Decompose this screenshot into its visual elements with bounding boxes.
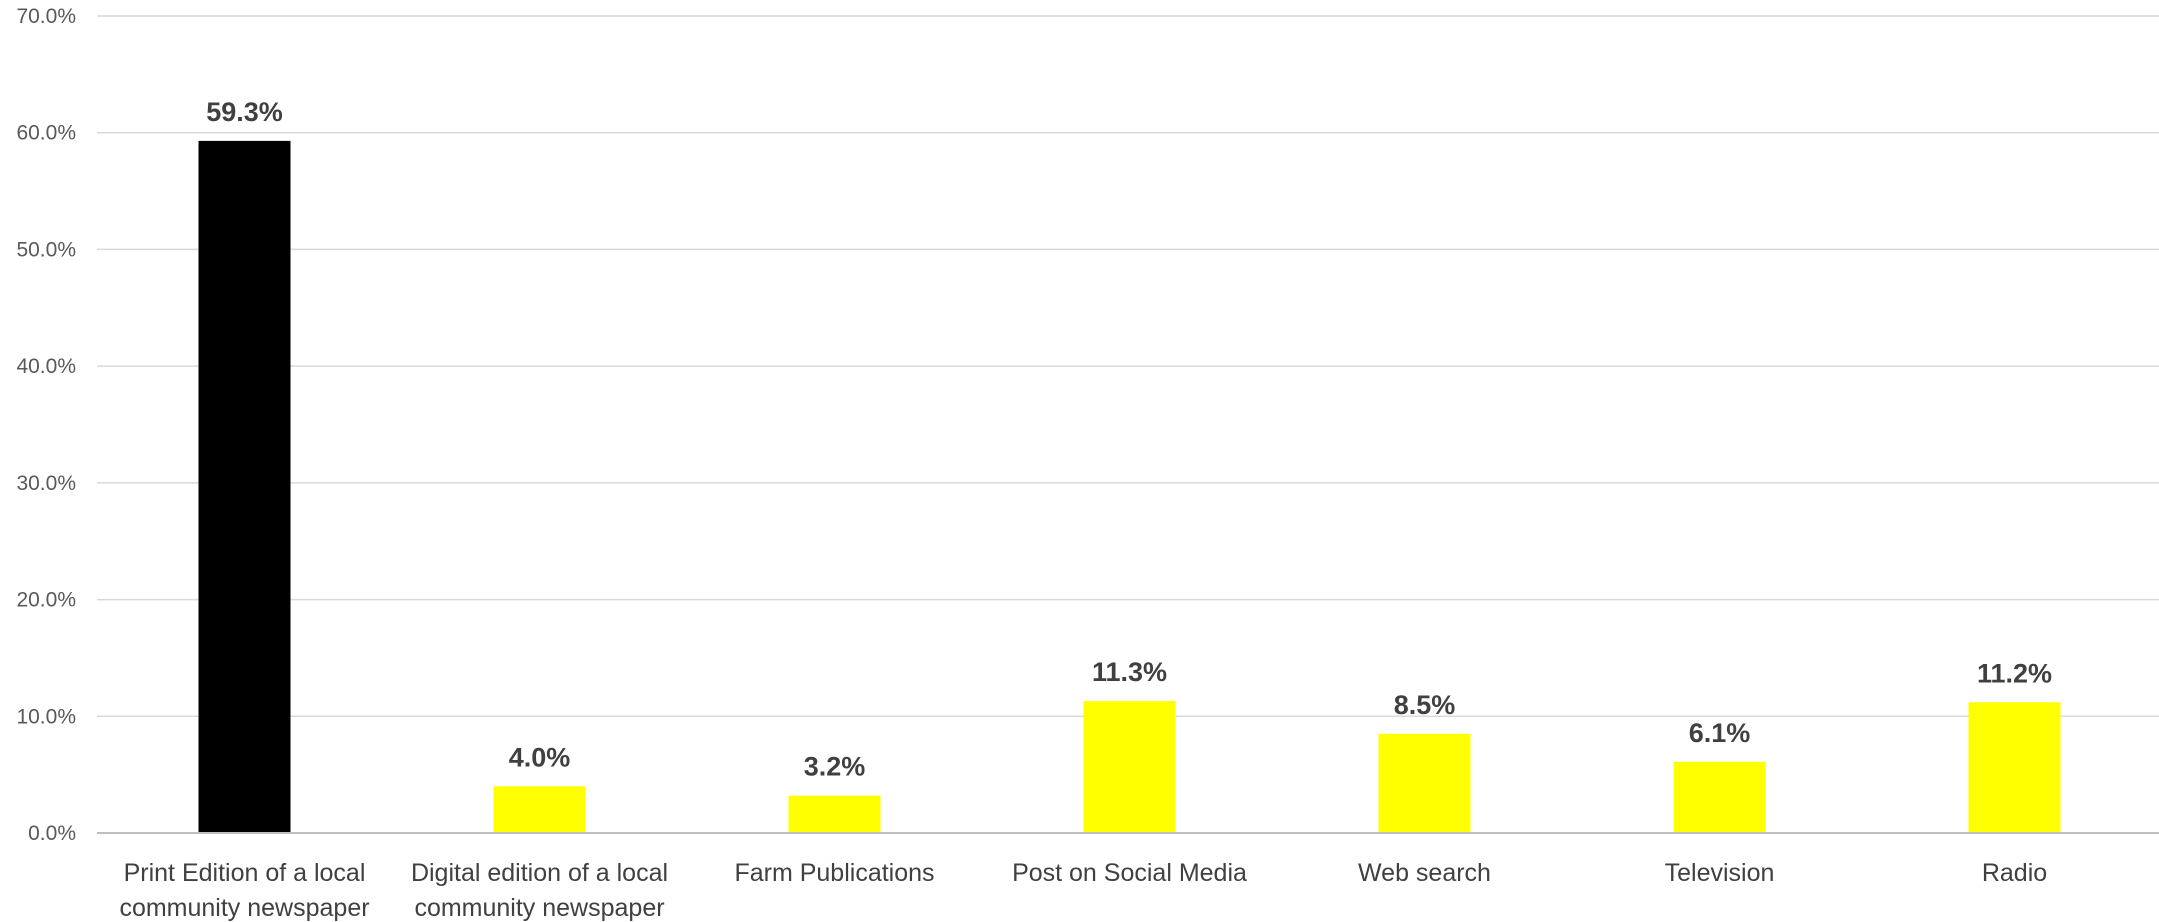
data-labels: 59.3% 4.0% 3.2% 11.3% 8.5% 6.1% 11.2% — [206, 97, 2052, 782]
bar — [198, 140, 291, 834]
bar — [1673, 761, 1766, 833]
bar — [788, 795, 881, 833]
bar — [1968, 702, 2061, 833]
y-tick-label: 20.0% — [16, 589, 76, 612]
category-label: Digital edition of a local — [411, 859, 668, 887]
bar — [1083, 701, 1176, 833]
y-tick-label: 60.0% — [16, 122, 76, 145]
y-tick-label: 10.0% — [16, 705, 76, 728]
y-tick-label: 0.0% — [28, 822, 76, 845]
category-label: community newspaper — [414, 894, 664, 922]
y-tick-label: 30.0% — [16, 472, 76, 495]
category-label: Post on Social Media — [1012, 859, 1247, 887]
data-label: 4.0% — [509, 742, 571, 772]
bar — [493, 786, 586, 833]
y-tick-label: 70.0% — [16, 5, 76, 28]
y-axis-tick-labels: 0.0% 10.0% 20.0% 30.0% 40.0% 50.0% 60.0% 70.0% — [16, 5, 76, 845]
data-label: 59.3% — [206, 97, 283, 127]
data-label: 6.1% — [1689, 718, 1751, 748]
gridlines — [97, 15, 2159, 718]
x-axis-category-labels: Print Edition of a local community newspa… — [119, 859, 2047, 922]
category-label: Farm Publications — [734, 859, 934, 887]
data-label: 3.2% — [804, 752, 866, 782]
y-tick-label: 40.0% — [16, 355, 76, 378]
category-label: Radio — [1982, 859, 2047, 887]
category-label: Web search — [1358, 859, 1491, 887]
data-label: 11.2% — [1977, 658, 2052, 688]
category-label: Print Edition of a local — [124, 859, 366, 887]
data-label: 8.5% — [1394, 690, 1456, 720]
bars — [198, 140, 2061, 834]
data-label: 11.3% — [1092, 657, 1167, 687]
y-tick-label: 50.0% — [16, 238, 76, 261]
bar — [1378, 733, 1471, 833]
category-label: community newspaper — [119, 894, 369, 922]
category-label: Television — [1665, 859, 1775, 887]
